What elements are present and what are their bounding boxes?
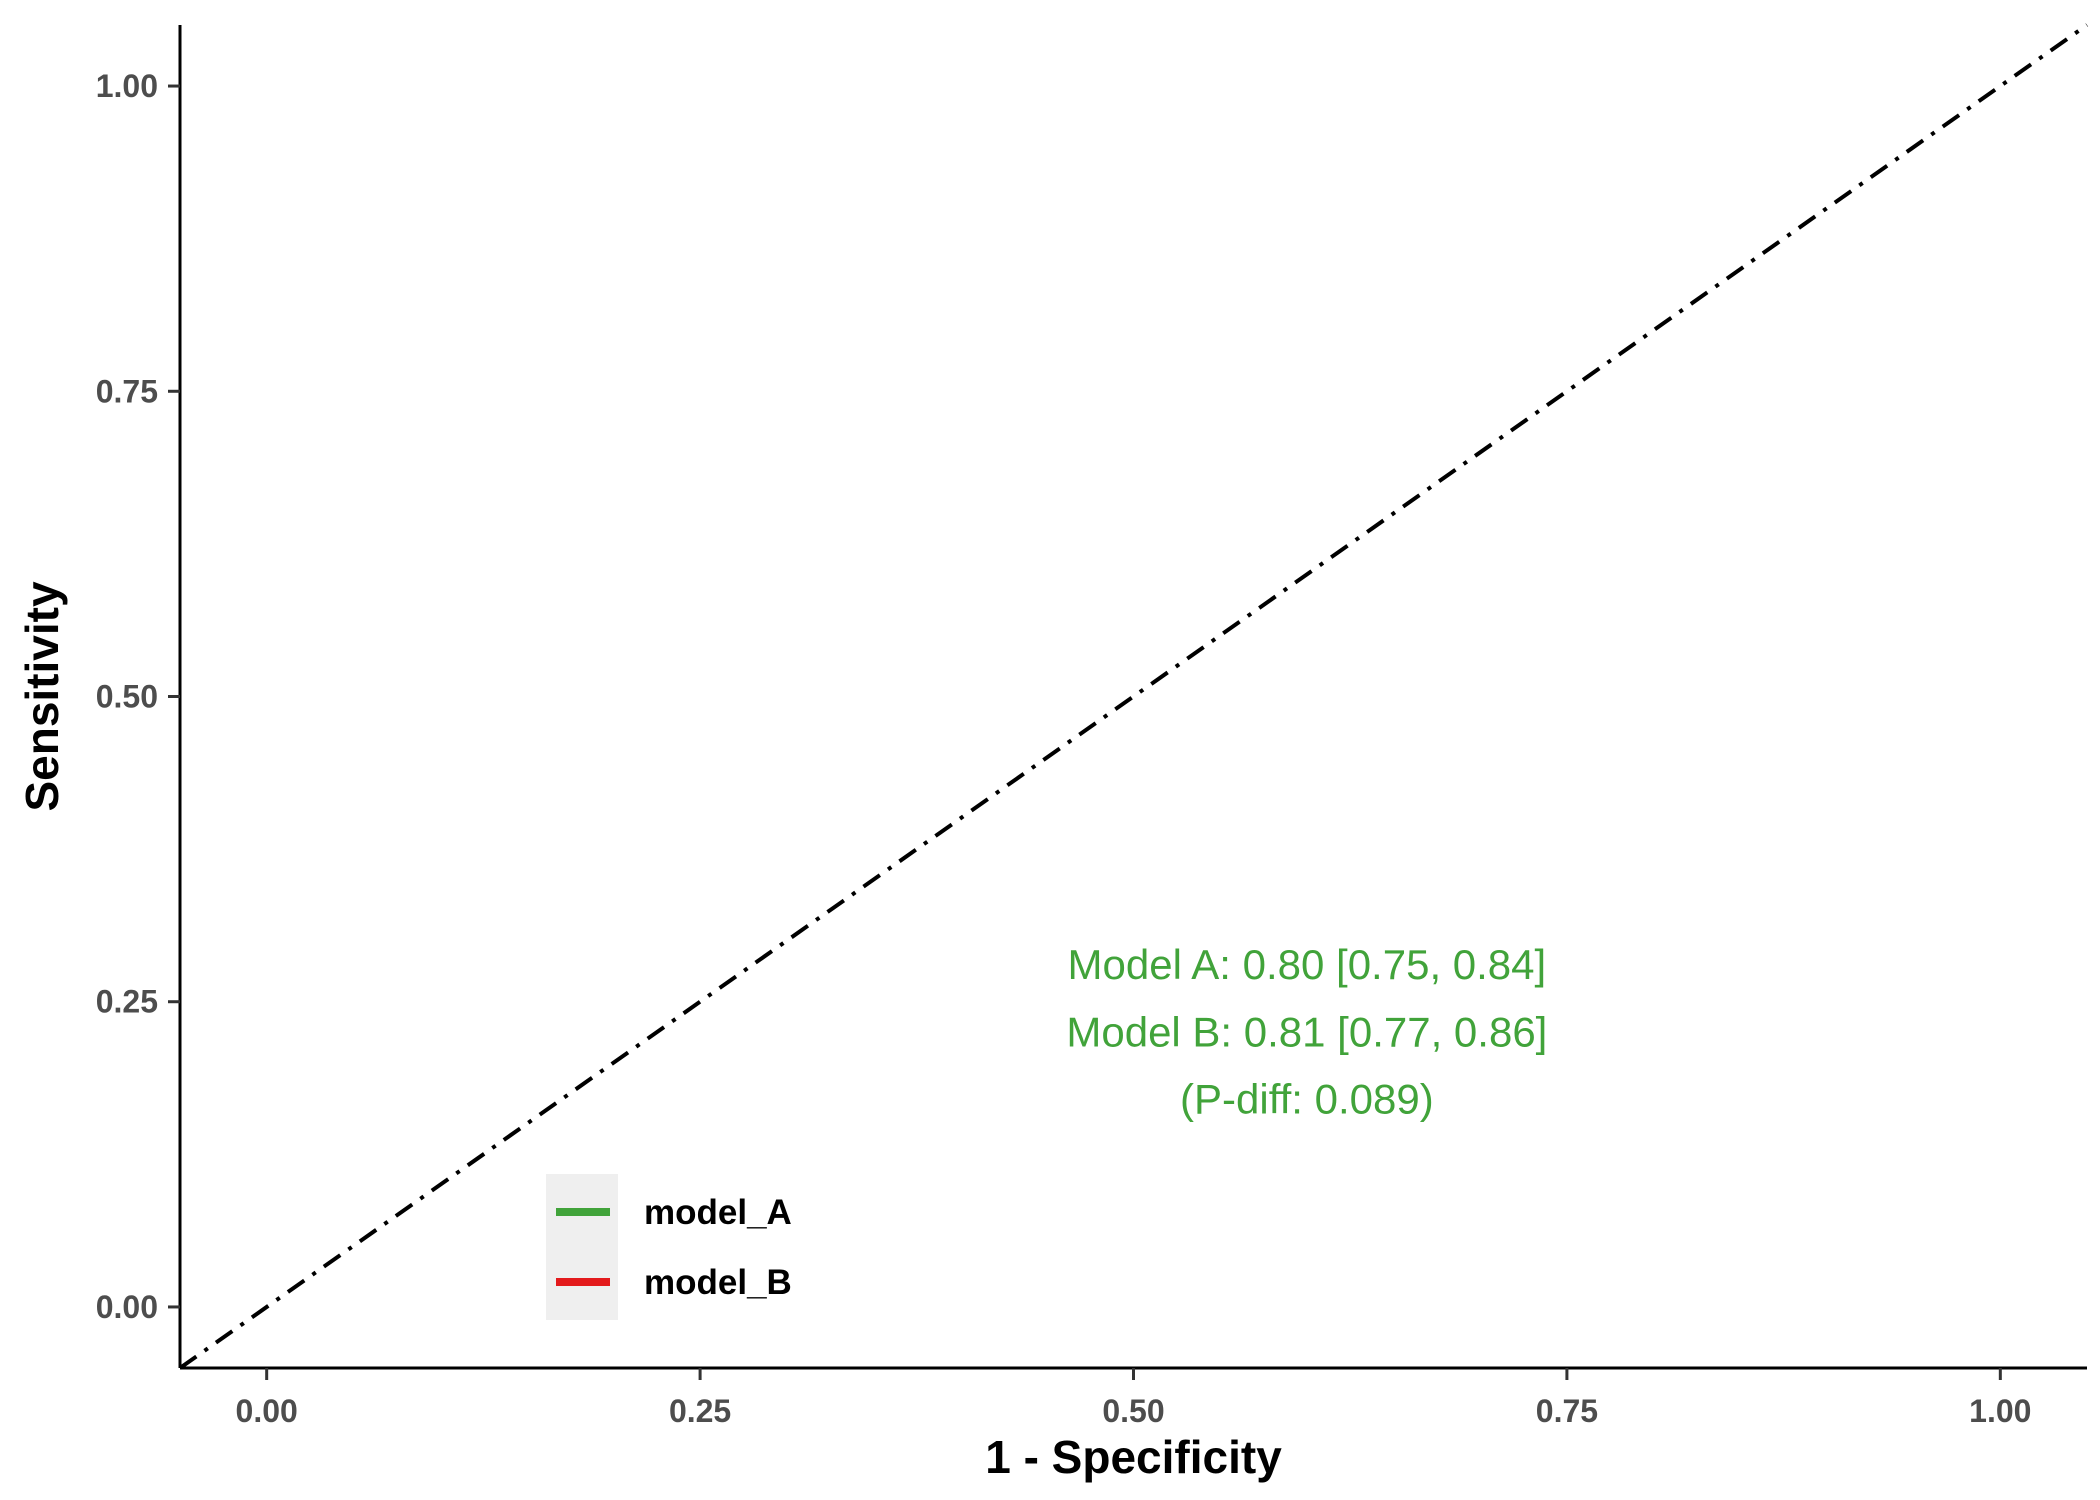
legend: model_A model_B bbox=[546, 1174, 792, 1320]
annotation-model-b: Model B: 0.81 [0.77, 0.86] bbox=[1066, 1008, 1547, 1055]
reference-diagonal-line bbox=[178, 23, 2089, 1370]
legend-label-model-a: model_A bbox=[644, 1193, 792, 1232]
x-tick-label: 0.50 bbox=[1102, 1393, 1164, 1429]
y-tick-label: 0.25 bbox=[96, 984, 158, 1020]
annotation-p-diff: (P-diff: 0.089) bbox=[1180, 1075, 1434, 1122]
y-axis-title: Sensitivity bbox=[16, 581, 68, 812]
y-tick-label: 0.00 bbox=[96, 1289, 158, 1325]
legend-key-background bbox=[546, 1174, 618, 1320]
x-tick-label: 0.25 bbox=[669, 1393, 731, 1429]
auc-annotation: Model A: 0.80 [0.75, 0.84] Model B: 0.81… bbox=[1066, 941, 1547, 1122]
annotation-model-a: Model A: 0.80 [0.75, 0.84] bbox=[1068, 941, 1547, 988]
y-tick-label: 1.00 bbox=[96, 68, 158, 104]
y-axis-ticks: 0.00 0.25 0.50 0.75 1.00 bbox=[96, 68, 180, 1325]
x-axis-title: 1 - Specificity bbox=[985, 1431, 1282, 1483]
x-tick-label: 0.00 bbox=[236, 1393, 298, 1429]
plot-area bbox=[178, 23, 2089, 1370]
y-tick-label: 0.50 bbox=[96, 679, 158, 715]
x-tick-label: 1.00 bbox=[1969, 1393, 2031, 1429]
legend-label-model-b: model_B bbox=[644, 1263, 792, 1302]
x-tick-label: 0.75 bbox=[1536, 1393, 1598, 1429]
y-tick-label: 0.75 bbox=[96, 373, 158, 409]
x-axis-ticks: 0.00 0.25 0.50 0.75 1.00 bbox=[236, 1368, 2031, 1429]
